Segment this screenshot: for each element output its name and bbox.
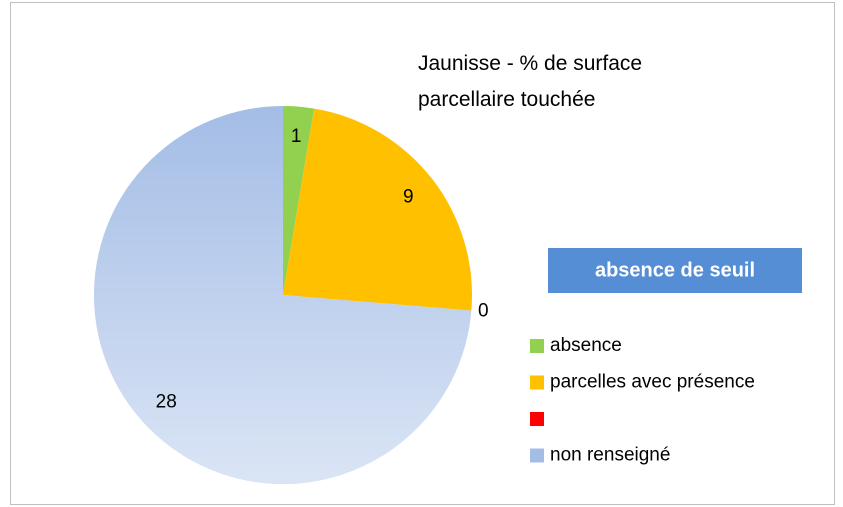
pie-slice <box>283 106 315 295</box>
chart-title: Jaunisse - % de surface parcellaire touc… <box>418 52 643 111</box>
legend-swatch <box>530 375 544 390</box>
legend-swatch <box>530 339 544 353</box>
data-label: 9 <box>403 187 414 208</box>
annotation: absence de seuil <box>595 259 755 281</box>
legend-label: non renseigné <box>550 445 670 466</box>
data-label: 1 <box>291 126 302 147</box>
legend-swatch <box>530 448 544 463</box>
legend-label: absence <box>550 335 622 356</box>
pie-slice <box>283 108 472 311</box>
chart-border <box>10 2 835 505</box>
annotation-box <box>548 248 802 293</box>
slice-shading <box>93 106 472 484</box>
data-label: 28 <box>156 392 177 413</box>
data-label: 0 <box>478 301 489 322</box>
legend-swatch <box>530 412 544 426</box>
legend-label: parcelles avec présence <box>550 372 755 393</box>
